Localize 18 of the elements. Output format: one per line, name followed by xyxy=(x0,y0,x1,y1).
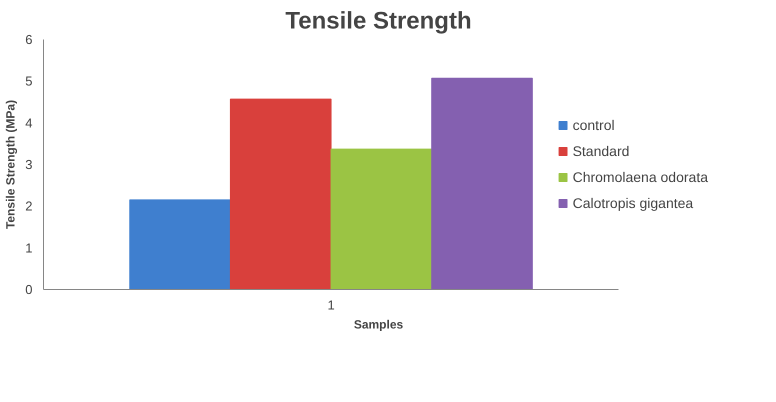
y-tick-label: 0 xyxy=(25,282,33,297)
bar xyxy=(431,78,533,290)
chart-title: Tensile Strength xyxy=(285,8,472,34)
bar xyxy=(330,148,432,290)
y-tick-label: 4 xyxy=(25,115,33,130)
legend-label: control xyxy=(572,117,615,133)
y-tick-label: 1 xyxy=(25,240,33,256)
legend-label: Chromolaena odorata xyxy=(572,169,708,185)
legend-label: Standard xyxy=(572,143,630,159)
y-tick-label: 3 xyxy=(25,157,33,172)
bar xyxy=(129,199,231,290)
y-tick-label: 2 xyxy=(25,198,33,214)
y-axis-title: Tensile Strength (MPa) xyxy=(3,100,18,230)
x-axis-title: Samples xyxy=(354,318,404,332)
y-tick-label: 5 xyxy=(25,74,33,89)
legend-label: Calotropis gigantea xyxy=(572,195,694,211)
bar xyxy=(230,98,332,290)
y-tick-label: 6 xyxy=(25,32,33,47)
